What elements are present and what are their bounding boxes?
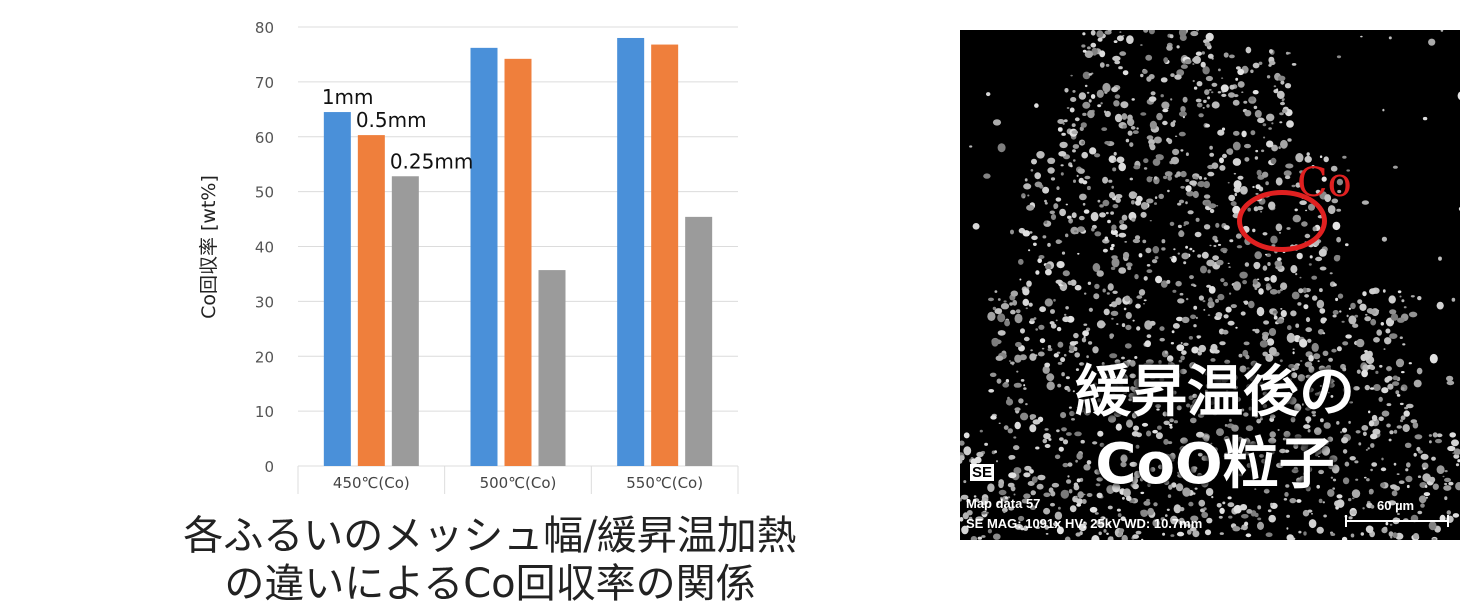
x-tick-label: 450℃(Co): [333, 474, 410, 492]
y-tick-label: 20: [255, 348, 274, 366]
y-tick-label: 40: [255, 239, 274, 257]
scale-bar-label: 60 µm: [1377, 498, 1415, 513]
bar-0.5mm-1: [504, 58, 532, 466]
sem-meta-line-2: SE MAG: 1091x HV: 25kV WD: 10.7mm: [966, 516, 1203, 531]
bar-0.25mm-1: [538, 270, 566, 466]
sem-meta-line-1: Map data 57: [966, 496, 1041, 511]
sem-micrograph: Co 緩昇温後の CoO粒子 SE Map data 57 SE MAG: 10…: [960, 30, 1460, 540]
overlay-title-line-2: CoO粒子: [1095, 432, 1335, 497]
bar-0.5mm-2: [651, 44, 679, 467]
bar-1mm-1: [470, 47, 498, 466]
bar-1mm-2: [617, 37, 645, 466]
y-tick-label: 50: [255, 184, 274, 202]
co-marker-circle: [1237, 190, 1327, 252]
bar-1mm-0: [323, 112, 351, 467]
y-tick-label: 0: [264, 458, 274, 476]
se-badge: SE: [970, 464, 995, 481]
particle-cluster: [960, 30, 1460, 540]
y-tick-label: 60: [255, 129, 274, 147]
bar-0.25mm-0: [391, 176, 419, 466]
y-tick-label: 30: [255, 293, 274, 311]
series-label: 0.25mm: [390, 149, 474, 173]
chart-caption-line-2: の違いによるCo回収率の関係: [224, 561, 756, 607]
particle-texture: [960, 30, 1460, 540]
bar-0.5mm-0: [357, 135, 385, 466]
bar-0.25mm-2: [685, 216, 713, 466]
scale-bar: [1345, 515, 1449, 527]
y-tick-label: 80: [255, 19, 274, 37]
chart-caption-line-1: 各ふるいのメッシュ幅/緩昇温加熱: [183, 513, 797, 559]
x-tick-label: 550℃(Co): [626, 474, 703, 492]
y-axis-label: Co回収率 [wt%]: [198, 175, 220, 319]
overlay-title-line-1: 緩昇温後の: [1075, 360, 1355, 425]
x-tick-label: 500℃(Co): [480, 474, 557, 492]
series-label: 0.5mm: [356, 108, 427, 132]
y-tick-label: 10: [255, 403, 274, 421]
series-label: 1mm: [322, 85, 374, 109]
y-tick-label: 70: [255, 74, 274, 92]
bar-chart: 0 10 20 30 40 50 60 70 80 450℃(Co) 500℃(Co) 550℃(Co…: [198, 19, 739, 494]
